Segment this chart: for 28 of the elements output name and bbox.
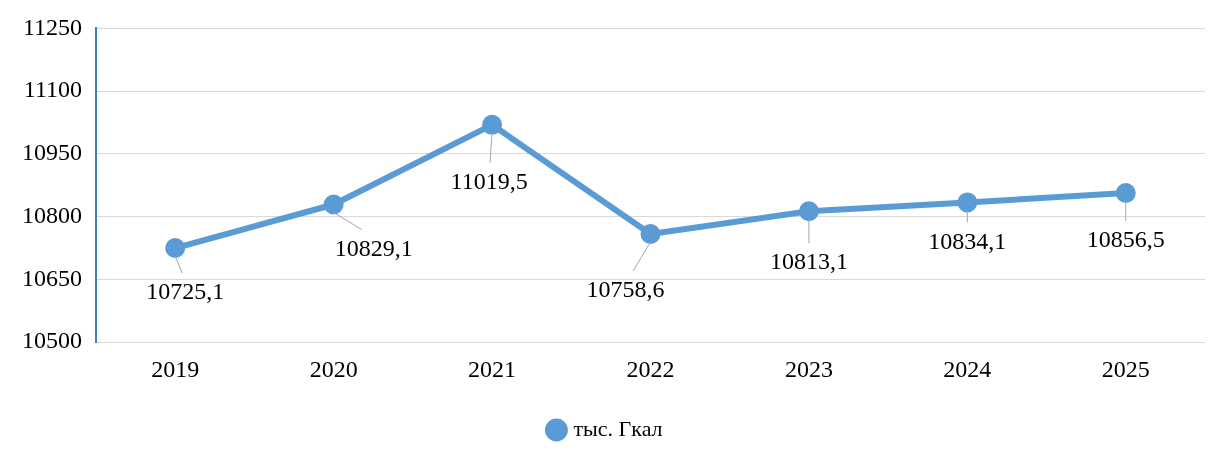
data-label: 10758,6 [586,276,665,303]
legend-label: тыс. Гкал [573,415,663,441]
data-label: 10829,1 [334,234,413,261]
x-tick-label: 2022 [626,355,675,382]
data-label: 10725,1 [146,278,225,305]
point [1115,183,1136,204]
point [957,192,978,213]
x-tick-label: 2023 [784,355,833,382]
x-tick-label: 2024 [943,355,992,382]
y-tick-label: 10500 [22,327,82,354]
y-tick-label: 10950 [22,139,82,166]
y-tick-label: 10650 [22,264,82,291]
x-tick-label: 2025 [1101,355,1150,382]
y-tick-label: 11100 [23,76,82,103]
x-tick-label: 2021 [468,355,517,382]
y-tick-label: 11250 [22,13,82,40]
point [798,201,819,222]
data-label: 10834,1 [928,227,1007,254]
point [323,194,344,215]
point [165,238,186,259]
x-tick-label: 2019 [151,355,200,382]
x-tick-label: 2020 [309,355,358,382]
data-label: 10856,5 [1086,226,1165,253]
point [640,224,661,244]
point [482,114,503,135]
data-label: 11019,5 [450,168,528,195]
y-tick-label: 10800 [22,201,82,228]
data-label: 10813,1 [769,248,848,275]
